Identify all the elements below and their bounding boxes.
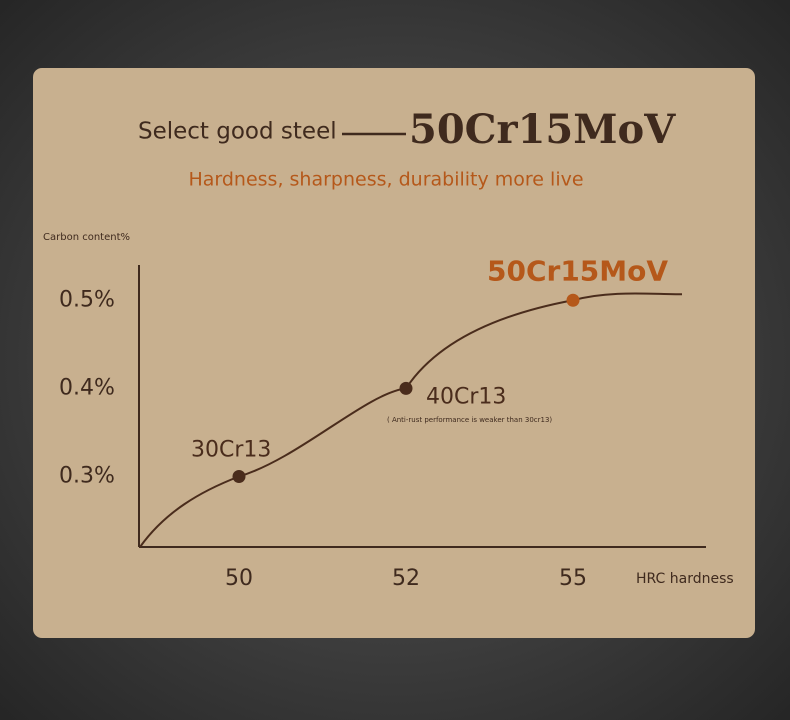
x-tick-label: 52 xyxy=(392,566,420,591)
y-axis-label: Carbon content% xyxy=(43,232,130,243)
x-axis-label: HRC hardness xyxy=(636,571,734,587)
point-label: 40Cr13 xyxy=(426,384,506,409)
y-tick-label: 0.4% xyxy=(59,375,115,400)
y-tick-label: 0.5% xyxy=(59,287,115,312)
header-lead: Select good steel xyxy=(138,119,337,145)
x-tick-label: 55 xyxy=(559,566,587,591)
point xyxy=(399,381,413,395)
curve-tail xyxy=(572,292,683,302)
point xyxy=(566,293,580,307)
header-subtitle: Hardness, sharpness, durability more liv… xyxy=(188,169,583,191)
y-tick-label: 0.3% xyxy=(59,464,115,489)
header-title: 50Cr15MoV xyxy=(409,106,676,153)
card xyxy=(33,68,755,638)
x-tick-label: 50 xyxy=(225,566,253,591)
point xyxy=(232,470,246,483)
curve-lead xyxy=(139,475,240,548)
annotation: ( Anti-rust performance is weaker than 3… xyxy=(387,416,552,424)
point-label: 50Cr15MoV xyxy=(487,254,668,287)
point-label: 30Cr13 xyxy=(191,438,271,463)
